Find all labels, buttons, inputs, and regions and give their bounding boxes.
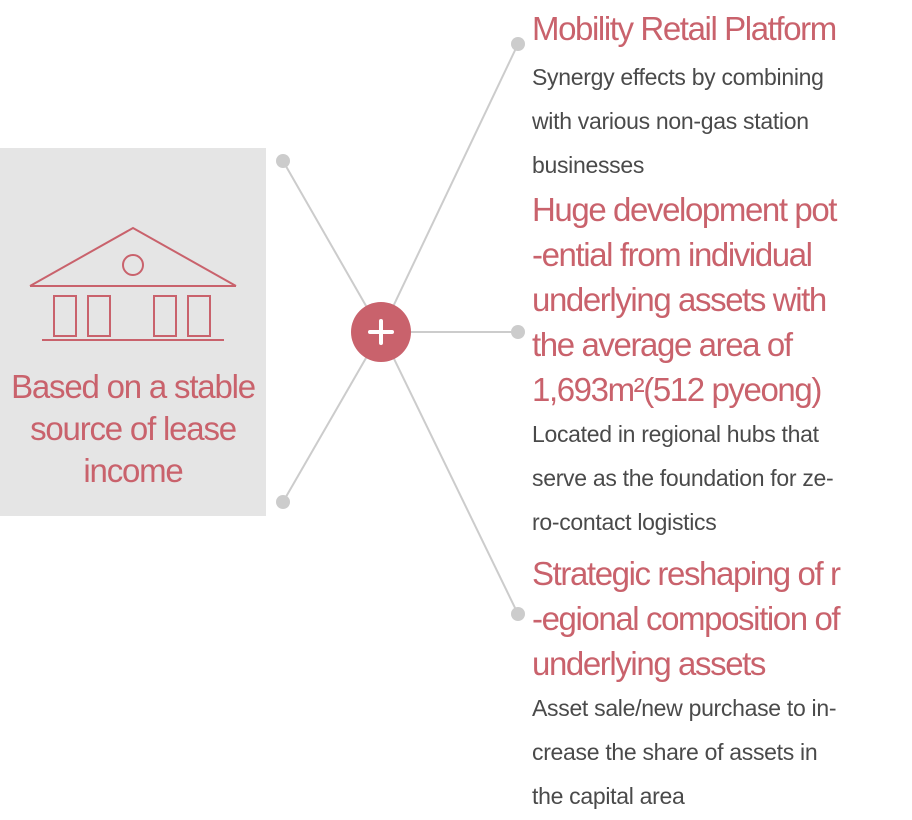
item-regional-reshaping: Strategic reshaping of r -egional compos…: [532, 551, 910, 818]
lease-income-line-2: source of lease: [30, 410, 237, 447]
connector-left-top: [282, 160, 382, 333]
node-left-top: [276, 154, 290, 168]
node-right-bottom: [511, 607, 525, 621]
connector-left-bottom: [282, 331, 382, 503]
lease-income-line-1: Based on a stable: [11, 368, 256, 405]
node-right-top: [511, 37, 525, 51]
item-title: Strategic reshaping of r -egional compos…: [532, 555, 841, 682]
lease-income-panel: Based on a stable source of lease income: [0, 148, 266, 516]
house-icon: [29, 226, 237, 341]
item-development-potential: Huge development pot -ential from indivi…: [532, 187, 910, 544]
plus-icon: [351, 302, 411, 362]
item-description: Synergy effects by combining with variou…: [532, 64, 824, 178]
lease-income-label: Based on a stable source of lease income: [0, 366, 266, 492]
item-title: Huge development pot -ential from indivi…: [532, 191, 837, 408]
item-mobility-retail: Mobility Retail Platform Synergy effects…: [532, 6, 910, 187]
node-right-middle: [511, 325, 525, 339]
lease-income-line-3: income: [83, 452, 183, 489]
item-description: Located in regional hubs that serve as t…: [532, 421, 834, 535]
node-left-bottom: [276, 495, 290, 509]
connector-right-bottom: [380, 331, 519, 615]
item-description: Asset sale/new purchase to in- crease th…: [532, 695, 837, 809]
connector-right-top: [380, 43, 519, 333]
item-title: Mobility Retail Platform: [532, 10, 837, 47]
